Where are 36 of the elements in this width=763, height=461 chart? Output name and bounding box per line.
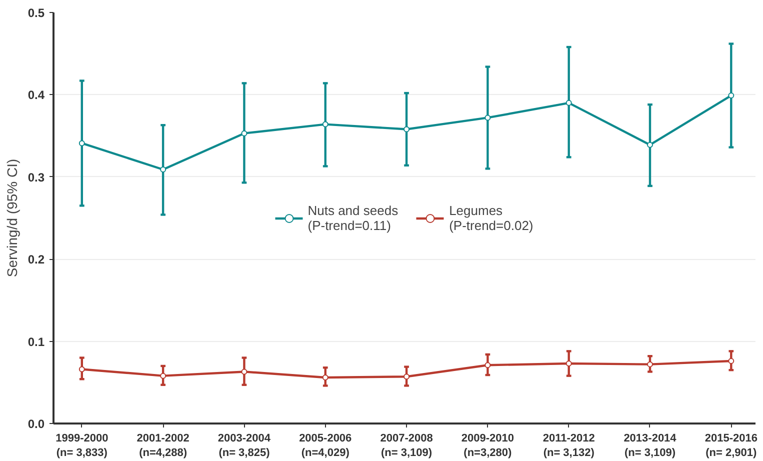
point — [78, 140, 85, 146]
x-tick-label: 2015-2016 (n= 2,901) — [704, 432, 758, 459]
point — [484, 362, 491, 368]
point — [404, 374, 410, 380]
point — [728, 92, 734, 99]
point — [646, 361, 653, 368]
point — [160, 372, 166, 379]
point — [322, 121, 328, 128]
point — [404, 126, 410, 132]
y-tick-label: 0.5 — [28, 6, 45, 20]
y-axis-title: Serving/d (95% CI) — [4, 158, 20, 278]
point — [728, 358, 734, 364]
point — [241, 130, 248, 136]
legend-label: Legumes (P-trend=0.02) — [449, 202, 534, 232]
x-tick-label: 2009-2010 (n=3,280) — [461, 432, 514, 459]
x-tick-label: 2001-2002 (n=4,288) — [136, 432, 190, 459]
x-tick-label: 2011-2012 (n= 3,132) — [542, 432, 595, 459]
point — [322, 374, 328, 380]
point — [241, 368, 248, 375]
point — [78, 366, 85, 372]
y-tick-label: 0.1 — [28, 334, 45, 349]
y-tick-label: 0.3 — [28, 170, 45, 184]
x-tick-label: 2005-2006 (n=4,029) — [299, 432, 352, 459]
x-tick-label: 2013-2014 (n= 3,109) — [624, 432, 678, 459]
point — [484, 114, 491, 121]
point — [160, 166, 166, 172]
point — [646, 142, 653, 148]
legend-label: Nuts and seeds (P-trend=0.11) — [308, 202, 398, 232]
y-tick-label: 0.0 — [28, 417, 45, 431]
point — [566, 100, 572, 106]
x-tick-label: 2003-2004 (n= 3,825) — [218, 432, 272, 459]
y-tick-label: 0.4 — [28, 88, 45, 102]
x-tick-label: 2007-2008 (n= 3,109) — [380, 432, 433, 459]
x-tick-label: 1999-2000 (n= 3,833) — [56, 432, 108, 459]
y-tick-label: 0.2 — [28, 252, 45, 267]
point — [566, 360, 572, 366]
